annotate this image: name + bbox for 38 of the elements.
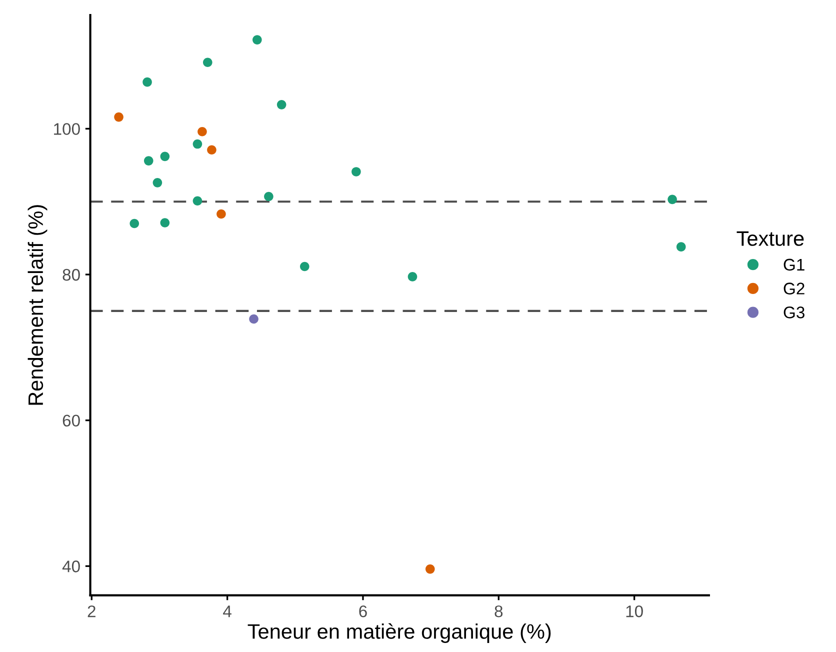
point xyxy=(425,564,435,574)
point xyxy=(142,77,152,87)
y-tick-label: 100 xyxy=(54,123,80,135)
point xyxy=(207,145,216,155)
point xyxy=(668,194,677,204)
legend-label: G3 xyxy=(784,306,804,318)
y-tick-label: 40 xyxy=(62,560,80,572)
point xyxy=(249,314,258,324)
legend-label: G1 xyxy=(784,258,804,271)
point xyxy=(192,139,202,149)
point xyxy=(264,192,274,202)
x-tick-label: 4 xyxy=(223,606,232,618)
legend-label: G2 xyxy=(784,282,804,294)
point xyxy=(202,58,212,68)
point xyxy=(152,178,162,188)
point xyxy=(352,167,361,176)
point xyxy=(408,272,418,282)
point xyxy=(276,100,286,110)
y-tick-label: 60 xyxy=(62,414,80,427)
x-tick-label: 8 xyxy=(494,605,503,618)
y-tick-label: 80 xyxy=(62,268,80,281)
y-axis-title: Rendement relatif (%) xyxy=(28,205,48,405)
point xyxy=(300,262,310,272)
point xyxy=(198,126,207,136)
legend-title: Texture xyxy=(736,231,804,246)
point xyxy=(216,209,226,219)
point xyxy=(130,218,140,228)
x-tick-label: 10 xyxy=(626,605,643,618)
x-tick-label: 2 xyxy=(88,605,96,618)
point xyxy=(252,35,262,44)
point xyxy=(192,196,202,206)
point xyxy=(144,156,154,166)
x-tick-label: 6 xyxy=(359,605,367,618)
point xyxy=(114,112,124,122)
point xyxy=(676,242,686,252)
point xyxy=(160,152,170,162)
x-axis-title: Teneur en matière organique (%) xyxy=(248,623,551,643)
point xyxy=(160,218,170,228)
